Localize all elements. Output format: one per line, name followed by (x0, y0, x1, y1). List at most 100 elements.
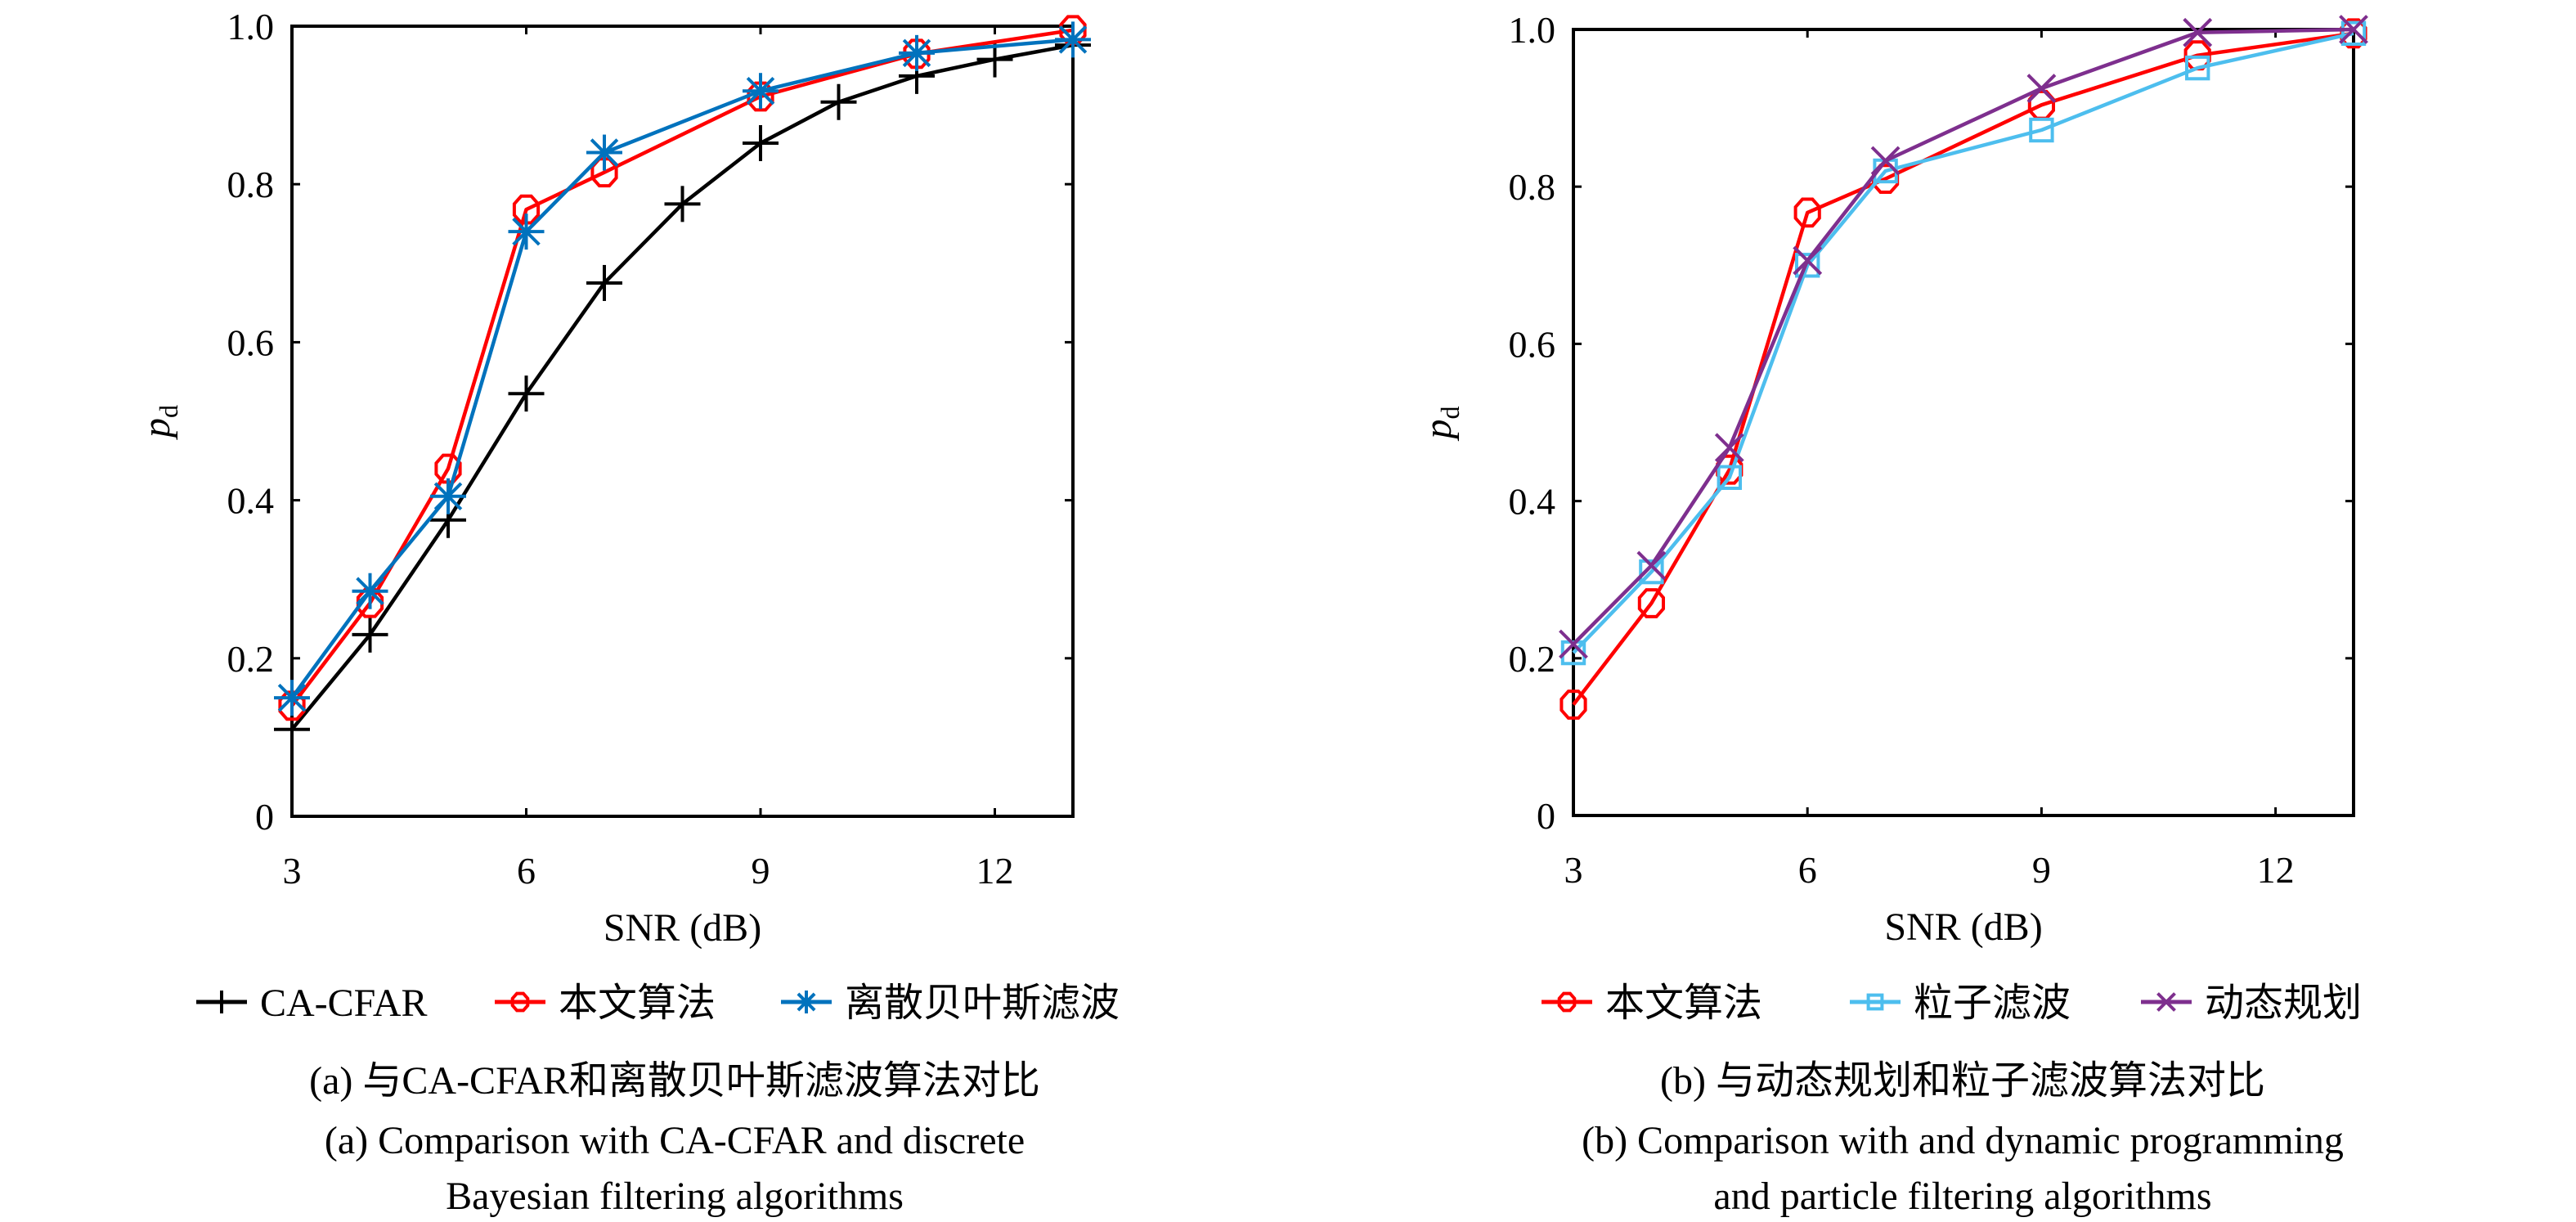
series-line (290, 38, 1074, 699)
data-point (274, 711, 310, 748)
data-point (1639, 559, 1664, 585)
x-tick-label: 9 (752, 850, 770, 892)
x-tick-label: 6 (517, 850, 536, 892)
data-point (356, 587, 384, 618)
series-line (290, 43, 1074, 731)
legend-swatch-marker (1557, 991, 1577, 1013)
marker-stroke (433, 482, 463, 511)
y-tick-label: 0.4 (1509, 481, 1556, 523)
y-tick-label: 0.8 (1509, 166, 1556, 208)
caption-cn-a: (a) 与CA-CFAR和离散贝叶斯滤波算法对比 (309, 1059, 1040, 1103)
x-tick-label: 12 (976, 850, 1014, 892)
data-point (508, 213, 545, 250)
data-point (2183, 17, 2213, 47)
legend-item: 动态规划 (2141, 982, 2362, 1025)
data-point (664, 186, 701, 222)
marker-stroke (2340, 20, 2367, 47)
data-point (2029, 117, 2054, 143)
marker-stroke (2339, 15, 2368, 44)
y-axis-label-sub-b: d (1435, 407, 1465, 420)
legend-label: 离散贝叶斯滤波 (845, 982, 1120, 1025)
data-point (352, 573, 388, 609)
legend-item: 本文算法 (1542, 982, 1762, 1025)
legend-swatch-marker (2156, 992, 2176, 1012)
marker-stroke (1637, 588, 1665, 618)
legend-item: 本文算法 (495, 982, 716, 1025)
legend-item: CA-CFAR (196, 982, 428, 1025)
marker-stroke (2185, 55, 2210, 81)
marker-stroke (590, 138, 619, 167)
y-axis-label-a: pd (135, 405, 183, 440)
marker-stroke (2026, 74, 2057, 103)
marker-stroke (2183, 17, 2213, 47)
legend-swatch-marker (795, 991, 818, 1013)
data-point (820, 83, 857, 120)
axes-box (1572, 28, 2355, 817)
marker-stroke (1636, 550, 1667, 581)
caption-en-line1-a: (a) Comparison with CA-CFAR and discrete (325, 1119, 1025, 1162)
marker-stroke (746, 76, 775, 106)
series-2 (274, 21, 1091, 717)
x-axis-label-a: SNR (dB) (604, 906, 761, 950)
series-0 (274, 27, 1091, 748)
marker-stroke (2156, 992, 2176, 1012)
y-axis-label-b: pd (1416, 407, 1465, 442)
y-axis-label-main-b: p (1416, 420, 1460, 442)
data-point (899, 34, 935, 71)
legend-label: 动态规划 (2205, 982, 2362, 1025)
series-2 (1559, 15, 2368, 659)
chart-panel-a: 3 6 9 12 0 0.2 0.4 0.6 0.8 1.0 SNR (dB) pd CA-CFA… (135, 6, 1120, 1218)
data-point (1714, 433, 1744, 463)
y-tick-label: 0.4 (227, 480, 275, 522)
caption-cn-b: (b) 与动态规划和粒子滤波算法对比 (1660, 1059, 2265, 1103)
legend-item: 粒子滤波 (1850, 982, 2071, 1025)
data-point (743, 124, 779, 161)
x-tick-label: 3 (1564, 849, 1583, 891)
legend-swatch-marker (210, 991, 233, 1013)
marker-stroke (510, 991, 530, 1013)
marker-stroke (356, 577, 384, 605)
legend-label: 粒子滤波 (1914, 982, 2071, 1025)
marker-stroke (1795, 253, 1820, 278)
data-point (1717, 465, 1743, 490)
marker-stroke (1560, 690, 1587, 720)
legend-label: CA-CFAR (260, 982, 428, 1025)
y-axis-label-main-a: p (135, 418, 178, 440)
marker-stroke (1557, 991, 1577, 1013)
marker-stroke (1058, 25, 1088, 54)
data-point (1559, 629, 1588, 659)
chart-panel-b: 3 6 9 12 0 0.2 0.4 0.6 0.8 1.0 SNR (dB) pd 本文算法 粒子… (1416, 9, 2368, 1218)
x-tick-label: 3 (283, 850, 302, 892)
data-point (1055, 21, 1091, 58)
y-tick-label: 0.2 (1509, 638, 1556, 680)
legend-label: 本文算法 (1605, 982, 1762, 1025)
caption-en-line2-a: Bayesian filtering algorithms (446, 1175, 904, 1218)
legend-item: 离散贝叶斯滤波 (781, 982, 1120, 1025)
y-tick-label: 0.6 (227, 321, 275, 363)
data-point (1793, 197, 1821, 228)
legend-swatch-marker (510, 991, 530, 1013)
data-point (352, 616, 388, 653)
series-line (1572, 31, 2354, 706)
y-tick-label: 0 (255, 796, 274, 838)
data-point (1560, 690, 1587, 720)
marker-stroke (1559, 629, 1588, 659)
data-point (1636, 550, 1667, 581)
data-point (2026, 74, 2057, 103)
plot-area-a: 3 6 9 12 0 0.2 0.4 0.6 0.8 1.0 (227, 6, 1091, 892)
y-tick-label: 0 (1537, 795, 1555, 837)
series-1 (1560, 20, 2367, 666)
marker-stroke (2029, 117, 2054, 143)
marker-stroke (1793, 245, 1823, 276)
marker-stroke (1870, 146, 1901, 176)
x-tick-label: 12 (2257, 849, 2295, 891)
data-point (1793, 245, 1823, 276)
marker-stroke (1717, 465, 1743, 490)
marker-stroke (277, 683, 307, 712)
marker-stroke (797, 992, 816, 1012)
data-point (2339, 15, 2368, 44)
data-point (1637, 588, 1665, 618)
data-point (274, 680, 310, 717)
series-line (290, 28, 1074, 708)
